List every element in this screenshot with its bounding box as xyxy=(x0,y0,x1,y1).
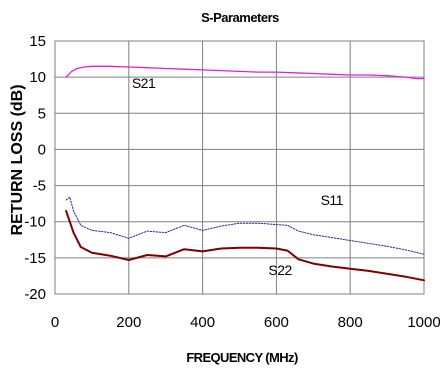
x-tick-label-4: 800 xyxy=(338,314,363,331)
y-tick-label-7: -20 xyxy=(24,286,46,303)
series-lines xyxy=(65,65,425,282)
x-axis-label: FREQUENCY (MHz) xyxy=(186,350,298,365)
x-tick-label-5: 1000 xyxy=(407,314,440,331)
plot-frame xyxy=(54,40,425,295)
y-tick-label-6: -15 xyxy=(24,250,46,267)
y-tick-label-4: -5 xyxy=(33,178,46,195)
y-tick-label-2: 5 xyxy=(38,105,46,122)
x-tick-label-1: 200 xyxy=(116,314,141,331)
x-tick-label-0: 0 xyxy=(51,314,59,331)
series-line-s21 xyxy=(65,65,425,80)
series-annotations: S21 S11 S22 xyxy=(132,75,344,278)
x-tick-label-2: 400 xyxy=(190,314,215,331)
y-tick-label-0: 15 xyxy=(29,33,46,50)
series-line-s11 xyxy=(65,196,425,255)
annotation-s22: S22 xyxy=(268,262,292,278)
y-tick-label-1: 10 xyxy=(29,69,46,86)
y-tick-label-3: 0 xyxy=(38,141,46,158)
y-tick-label-5: -10 xyxy=(24,214,46,231)
annotation-s21: S21 xyxy=(132,75,156,91)
x-tick-label-3: 600 xyxy=(264,314,289,331)
y-axis-label: RETURN LOSS (dB) xyxy=(9,84,26,235)
x-tick-labels: 0 200 400 600 800 1000 xyxy=(51,314,440,331)
annotation-s11: S11 xyxy=(321,192,344,208)
series-line-s22 xyxy=(65,209,425,282)
chart-title: S-Parameters xyxy=(201,10,279,25)
y-tick-labels: 15 10 5 0 -5 -10 -15 -20 xyxy=(24,33,46,303)
